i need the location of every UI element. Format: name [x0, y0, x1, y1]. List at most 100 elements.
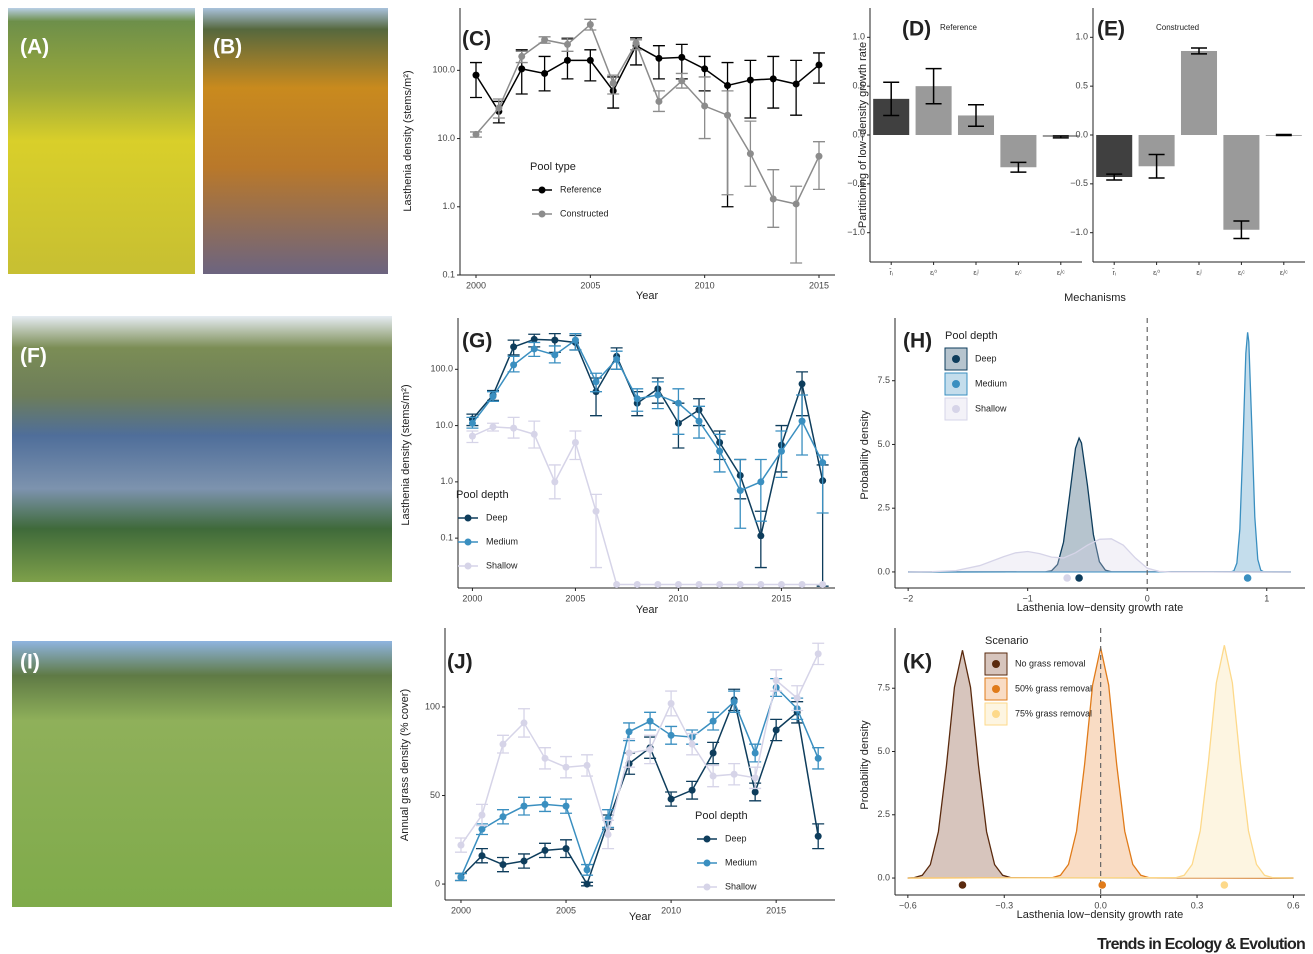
- point: [769, 75, 777, 83]
- point: [798, 417, 806, 425]
- x-tick-label: 2000: [451, 905, 471, 915]
- y-tick-label: 0.5: [852, 81, 865, 91]
- point: [814, 754, 822, 762]
- point: [751, 774, 759, 782]
- y-tick-label: 100.0: [432, 65, 455, 75]
- x-tick-label: 2010: [695, 280, 715, 290]
- error-bar: [584, 49, 597, 82]
- point: [655, 97, 663, 105]
- point: [633, 581, 641, 589]
- density-line: [907, 650, 1294, 879]
- legend-dot: [992, 685, 1000, 693]
- x-tick-label: 2005: [556, 905, 576, 915]
- legend-title: Pool type: [530, 161, 576, 173]
- y-tick-label: 5.0: [877, 746, 890, 756]
- x-tick-label: −0.6: [899, 900, 917, 910]
- legend-label: Deep: [486, 512, 508, 522]
- density-line: [908, 332, 1291, 573]
- point: [586, 20, 594, 28]
- y-tick-label: 50: [430, 790, 440, 800]
- panel-label: (K): [903, 651, 932, 674]
- point: [457, 841, 465, 849]
- series-line: [475, 23, 820, 205]
- point: [674, 399, 682, 407]
- point: [530, 345, 538, 353]
- point: [478, 825, 486, 833]
- legend-label: Medium: [486, 536, 518, 546]
- mean-dot: [958, 881, 967, 889]
- point: [625, 728, 633, 736]
- legend-label: Medium: [975, 378, 1007, 388]
- x-axis-title: Mechanisms: [1064, 292, 1126, 304]
- error-bar: [883, 81, 900, 117]
- y-axis-title: Annual grass density (% cover): [399, 689, 411, 841]
- legend-title: Pool depth: [695, 810, 748, 822]
- y-tick-label: 1.0: [440, 476, 453, 486]
- error-bar: [754, 458, 767, 522]
- point: [814, 650, 822, 658]
- error-bar: [1148, 153, 1165, 179]
- y-tick-label: 0: [435, 878, 440, 888]
- footer: Trends in Ecology & Evolution: [1097, 936, 1305, 953]
- error-bar: [590, 493, 603, 569]
- error-bar: [1191, 47, 1207, 55]
- legend-dot: [538, 210, 546, 218]
- y-tick-label: 10.0: [437, 133, 455, 143]
- point: [592, 378, 600, 386]
- point: [654, 581, 662, 589]
- point: [520, 802, 528, 810]
- point: [667, 795, 675, 803]
- x-tick-label: εᵢˡᶜ: [1057, 270, 1065, 277]
- x-tick-label: εᵢˡ: [973, 270, 978, 277]
- y-tick-label: 1.0: [1075, 32, 1088, 42]
- point: [798, 380, 806, 388]
- point: [709, 772, 717, 780]
- y-tick-label: 0.0: [877, 872, 890, 882]
- point: [757, 532, 765, 540]
- y-tick-label: 0.1: [442, 269, 455, 279]
- x-tick-label: 1: [1264, 593, 1269, 603]
- point: [746, 76, 754, 84]
- error-bar: [744, 59, 757, 119]
- legend-dot: [703, 859, 711, 867]
- x-tick-label: 0: [1145, 593, 1150, 603]
- legend-dot: [952, 380, 960, 388]
- point: [815, 61, 823, 69]
- point: [792, 200, 800, 208]
- point: [562, 845, 570, 853]
- point: [814, 832, 822, 840]
- y-tick-label: 7.5: [877, 375, 890, 385]
- legend-label: Shallow: [725, 881, 757, 891]
- panel-label: (G): [462, 330, 492, 353]
- y-axis-title: Probability density: [859, 720, 871, 810]
- point: [583, 866, 591, 874]
- x-axis-title: Year: [629, 911, 652, 923]
- bar: [1180, 50, 1218, 135]
- panel-subtitle: Constructed: [1156, 23, 1199, 32]
- legend-dot: [992, 660, 1000, 668]
- y-tick-label: −1.0: [847, 227, 865, 237]
- series-line: [472, 426, 823, 586]
- point: [562, 802, 570, 810]
- density-area: [908, 538, 1291, 572]
- x-tick-label: r̄ᵢ: [889, 269, 893, 277]
- point: [571, 439, 579, 447]
- point: [541, 36, 549, 44]
- x-tick-label: 2010: [668, 593, 688, 603]
- error-bar: [652, 45, 665, 80]
- x-tick-label: 2000: [462, 593, 482, 603]
- y-axis-title: Lasthenia density (stems/m²): [400, 384, 412, 525]
- point: [655, 54, 663, 62]
- point: [468, 419, 476, 427]
- point: [499, 861, 507, 869]
- error-bar: [1106, 173, 1123, 181]
- point: [772, 726, 780, 734]
- y-tick-label: 0.5: [1075, 81, 1088, 91]
- point: [646, 717, 654, 725]
- point: [541, 754, 549, 762]
- x-axis-title: Lasthenia low−density growth rate: [1017, 909, 1184, 921]
- density-line: [907, 645, 1294, 879]
- error-bar: [1233, 220, 1250, 240]
- point: [667, 731, 675, 739]
